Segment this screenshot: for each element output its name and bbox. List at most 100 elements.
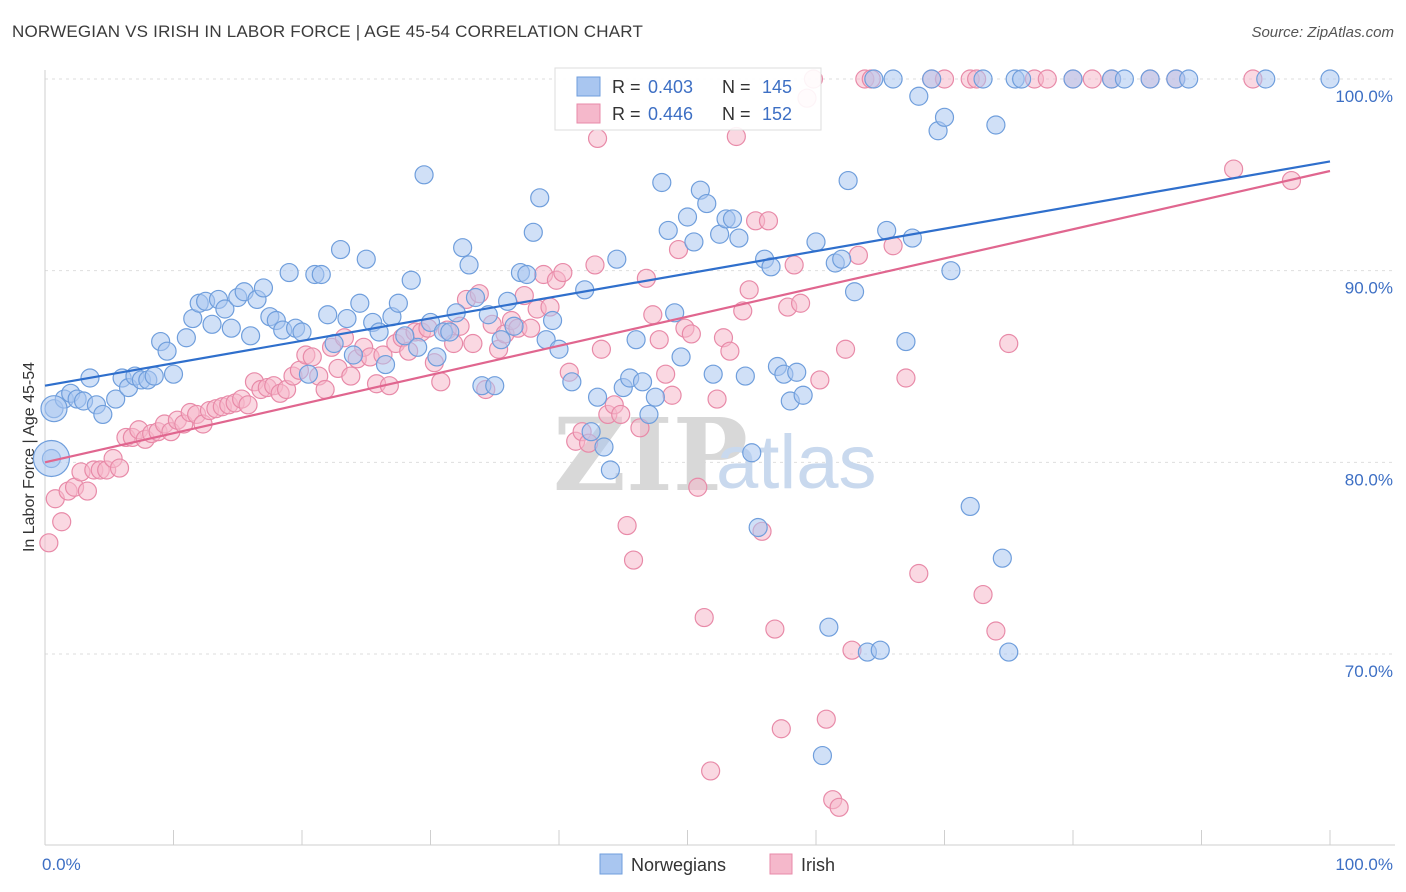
irish-point-123 xyxy=(829,797,849,817)
norwegians-point-139 xyxy=(1011,69,1032,89)
norwegians-point-91 xyxy=(652,172,672,193)
grid-lines xyxy=(45,78,1395,655)
norwegians-point-45 xyxy=(343,345,363,365)
norwegians-point-35 xyxy=(279,262,299,283)
irish-point-11 xyxy=(109,458,130,478)
norwegians-point-31 xyxy=(253,278,274,298)
stats-n-label-norwegians: N = xyxy=(722,77,751,97)
norwegians-point-76 xyxy=(542,310,563,331)
irish-point-124 xyxy=(835,339,856,359)
norwegians-point-74 xyxy=(530,188,550,208)
trendline-norwegians xyxy=(44,160,1331,387)
irish-point-98 xyxy=(668,239,689,260)
irish-point-89 xyxy=(611,404,631,425)
stats-n-norwegians: 145 xyxy=(762,77,792,97)
irish-point-0 xyxy=(39,533,59,553)
norwegians-point-115 xyxy=(812,745,833,766)
irish-point-103 xyxy=(701,761,721,781)
irish-point-92 xyxy=(630,418,650,438)
norwegians-point-120 xyxy=(844,282,865,302)
norwegians-point-80 xyxy=(581,422,601,442)
norwegians-point-84 xyxy=(607,249,627,269)
norwegians-point-64 xyxy=(465,287,486,308)
irish-point-138 xyxy=(999,333,1019,354)
norwegians-point-83 xyxy=(600,460,621,480)
norwegians-point-77 xyxy=(549,339,569,359)
norwegians-point-72 xyxy=(517,264,537,285)
stats-n-label-irish: N = xyxy=(722,104,751,124)
norwegians-point-104 xyxy=(735,366,755,386)
norwegians-point-47 xyxy=(356,249,376,269)
norwegians-point-8 xyxy=(93,404,113,425)
irish-point-91 xyxy=(623,550,644,570)
norwegians-point-105 xyxy=(742,443,762,463)
irish-point-120 xyxy=(810,370,830,390)
x-tick-marks xyxy=(44,830,1331,845)
irish-point-136 xyxy=(973,584,993,605)
norwegians-point-131 xyxy=(934,107,955,127)
norwegians-point-145 xyxy=(1179,69,1199,89)
irish-point-109 xyxy=(739,280,759,300)
norwegians-point-143 xyxy=(1140,69,1160,89)
norwegians-point-119 xyxy=(838,170,858,191)
irish-point-93 xyxy=(636,268,656,288)
norwegians-point-52 xyxy=(388,293,408,313)
legend-label-irish: Irish xyxy=(801,855,835,875)
norwegians-point-37 xyxy=(292,322,312,342)
norwegians-point-94 xyxy=(671,347,691,367)
y-tick-label-80: 80.0% xyxy=(1345,470,1393,489)
norwegians-point-29 xyxy=(241,326,261,346)
norwegians-point-113 xyxy=(793,385,813,405)
norwegians-point-147 xyxy=(1320,69,1340,89)
norwegians-point-25 xyxy=(215,299,235,319)
stats-swatch-norwegians xyxy=(576,76,601,97)
y-tick-label-70: 70.0% xyxy=(1345,662,1393,681)
norwegians-point-23 xyxy=(202,314,222,334)
irish-point-97 xyxy=(662,385,682,405)
irish-point-137 xyxy=(986,621,1006,641)
irish-point-74 xyxy=(514,285,534,306)
norwegians-point-132 xyxy=(941,261,961,281)
irish-point-102 xyxy=(694,607,714,628)
norwegians-point-133 xyxy=(960,496,980,517)
irish-point-80 xyxy=(553,262,573,283)
norwegians-point-106 xyxy=(748,517,768,538)
norwegians-point-135 xyxy=(986,115,1006,135)
chart-title: NORWEGIAN VS IRISH IN LABOR FORCE | AGE … xyxy=(12,22,644,41)
norwegians-point-127 xyxy=(902,228,922,248)
norwegians-point-95 xyxy=(677,207,698,227)
watermark-atlas: atlas xyxy=(716,420,877,505)
norwegians-point-88 xyxy=(632,372,653,392)
norwegians-point-125 xyxy=(883,69,903,89)
norwegians-point-9 xyxy=(106,389,126,409)
norwegians-point-129 xyxy=(922,69,942,89)
irish-point-61 xyxy=(431,372,451,392)
legend-swatch-irish xyxy=(769,853,793,875)
norwegians-point-26 xyxy=(221,318,241,338)
irish-point-106 xyxy=(720,341,740,361)
norwegians-point-18 xyxy=(163,364,184,384)
norwegians-point-134 xyxy=(973,69,993,89)
irish-point-114 xyxy=(771,719,791,739)
norwegians-big-point-0 xyxy=(32,439,71,478)
norwegians-point-68 xyxy=(491,330,511,350)
legend: Norwegians Irish xyxy=(599,853,835,875)
norwegians-point-70 xyxy=(504,316,524,336)
norwegians-point-112 xyxy=(787,362,807,382)
irish-point-126 xyxy=(848,245,869,265)
norwegians-point-93 xyxy=(665,303,685,323)
irish-point-142 xyxy=(1082,69,1102,89)
irish-point-90 xyxy=(617,515,637,536)
norwegians-point-140 xyxy=(1063,69,1083,89)
norwegians-point-43 xyxy=(330,239,351,260)
norwegians-point-60 xyxy=(440,322,460,342)
legend-label-norwegians: Norwegians xyxy=(631,855,726,875)
norwegians-point-78 xyxy=(562,372,582,392)
norwegians-point-96 xyxy=(684,232,704,252)
norwegians-point-114 xyxy=(806,232,826,252)
irish-point-100 xyxy=(681,324,701,344)
norwegians-point-142 xyxy=(1114,69,1135,89)
norwegians-point-67 xyxy=(485,376,505,396)
x-tick-label-min: 0.0% xyxy=(42,855,81,874)
